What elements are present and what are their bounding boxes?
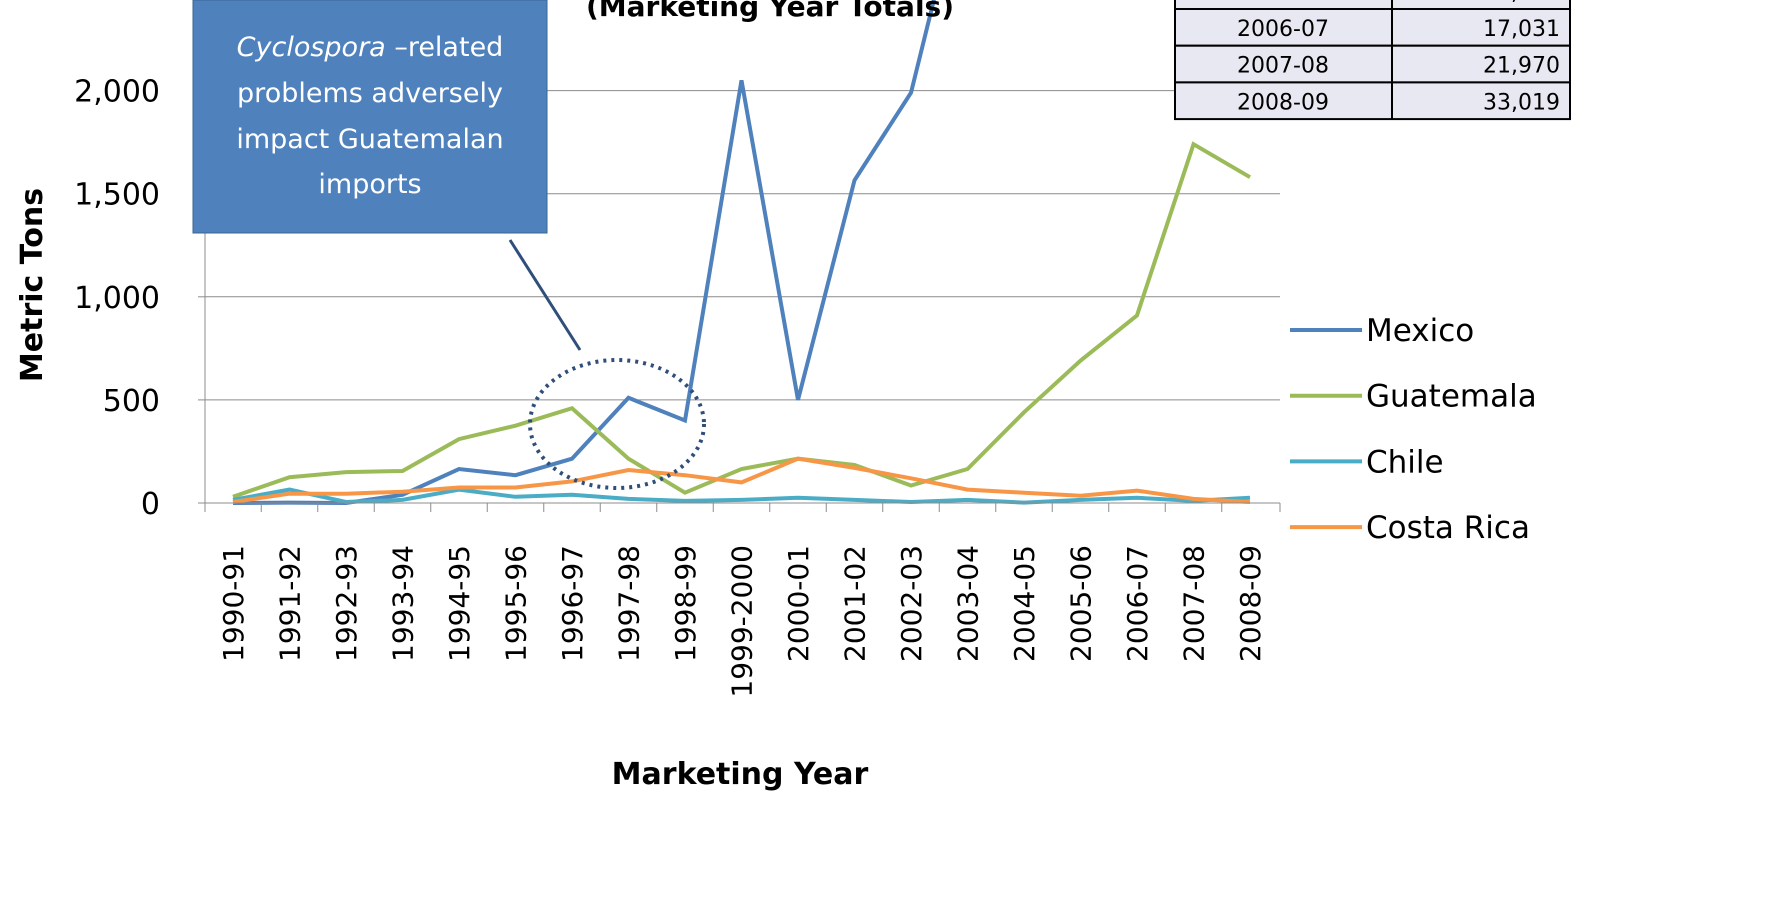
x-tick-label: 1994-95	[443, 545, 476, 662]
x-tick-label: 2001-02	[839, 545, 872, 662]
y-tick-label: 0	[141, 487, 160, 522]
series-line	[232, 487, 1251, 505]
highlight-ellipse	[528, 358, 706, 490]
y-tick-label: 500	[103, 384, 160, 419]
x-axis-title: Marketing Year	[612, 757, 869, 792]
table-cell: 2005-06	[1237, 0, 1329, 5]
annotation-text: impact Guatemalan	[236, 124, 503, 155]
x-tick-label: 1998-99	[669, 545, 702, 662]
legend-label: Costa Rica	[1366, 510, 1530, 546]
annotation-text: –related	[386, 32, 504, 63]
axes: 0 500 1,000 1,500 2,000 1990-91 1991-92 1992-93…	[74, 70, 1281, 698]
legend: Mexico Guatemala Chile Costa Rica	[1290, 313, 1537, 546]
annotation: Cyclospora –related problems adversely i…	[192, 0, 706, 490]
x-tick-label: 2003-04	[952, 545, 985, 662]
series-line	[232, 141, 1252, 499]
x-tick-label: 2002-03	[895, 545, 928, 662]
x-tick-label: 2005-06	[1065, 545, 1098, 662]
table-cell: 17,031	[1483, 17, 1560, 42]
x-tick-label: 2000-01	[782, 545, 815, 662]
table-cell: 2006-07	[1237, 17, 1329, 42]
table-cell: 2008-09	[1237, 90, 1329, 115]
table-cell: 11,237	[1483, 0, 1560, 5]
table-row	[1174, 8, 1571, 47]
table-row	[1174, 44, 1571, 84]
x-tick-label: 1991-92	[274, 545, 307, 662]
chart-title: (Marketing Year Totals)	[586, 0, 954, 23]
table-cell: 33,019	[1483, 90, 1560, 115]
x-tick-label: 1996-97	[556, 545, 589, 662]
x-tick-label: 1999-2000	[726, 545, 759, 698]
annotation-text: Cyclospora –related	[237, 32, 504, 63]
x-tick-label: 1992-93	[330, 545, 363, 662]
x-tick-label: 2004-05	[1008, 545, 1041, 662]
plot	[232, 0, 1252, 506]
x-tick-label: 2006-07	[1121, 545, 1154, 662]
series-line	[232, 456, 1251, 504]
x-tick-label: 2007-08	[1178, 545, 1211, 662]
data-table: 2005-06 11,237 2006-07 17,031 2007-08 21,970 2…	[1174, 0, 1571, 121]
annotation-text: problems adversely	[237, 78, 503, 109]
legend-label: Mexico	[1366, 313, 1474, 349]
legend-label: Guatemala	[1366, 379, 1537, 415]
legend-label: Chile	[1366, 444, 1444, 480]
annotation-arrow	[508, 239, 582, 351]
table-row	[1174, 81, 1571, 121]
y-tick-label: 1,000	[74, 281, 160, 316]
x-tick-label: 1995-96	[500, 545, 533, 662]
y-tick-label: 1,500	[74, 178, 160, 213]
table-cell: 2007-08	[1237, 54, 1329, 79]
x-tick-label: 1997-98	[613, 545, 646, 662]
y-axis-title: Metric Tons	[15, 188, 50, 382]
y-tick-label: 2,000	[74, 75, 160, 110]
table-cell: 21,970	[1483, 54, 1560, 79]
x-tick-label: 1993-94	[387, 545, 420, 662]
annotation-text: imports	[318, 169, 421, 200]
annotation-box	[192, 0, 548, 234]
x-tick-label: 1990-91	[217, 545, 250, 662]
x-tick-label: 2008-09	[1234, 545, 1267, 662]
annotation-text: Cyclospora	[237, 32, 386, 63]
